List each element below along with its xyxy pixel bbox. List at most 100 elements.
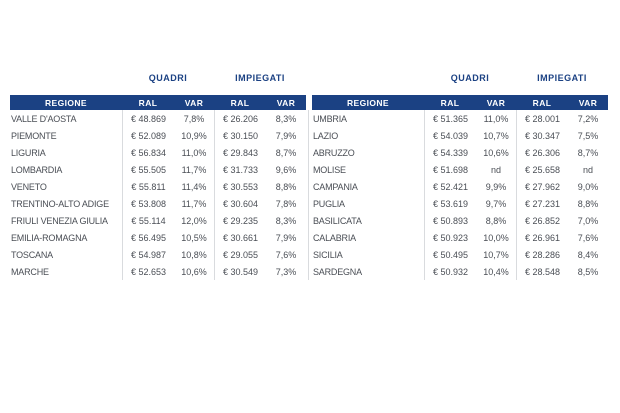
impiegati-ral-cell: € 29.235 [214,212,266,229]
quadri-var-cell: 7,8% [183,113,205,124]
quadri-var-cell: 10,5% [181,232,207,243]
regions-table-left: QUADRI IMPIEGATI REGIONE RAL VAR RAL VAR… [10,73,306,280]
table-row: UMBRIA € 51.365 11,0% € 28.001 7,2% [312,110,608,127]
table-body-left: VALLE D'AOSTA € 48.869 7,8% € 26.206 8,3% PIE… [10,110,306,280]
regione-column-header: REGIONE [346,97,389,108]
table-row: MOLISE € 51.698 nd € 25.658 nd [312,161,608,178]
impiegati-ral-cell: € 27.962 [516,178,568,195]
table-row: EMILIA-ROMAGNA € 56.495 10,5% € 30.661 7,9% [10,229,306,246]
quadri-var-cell: 12,0% [181,215,207,226]
quadri-ral-column-header: RAL [138,97,158,108]
impiegati-ral-cell: € 30.150 [214,127,266,144]
impiegati-ral-cell: € 30.549 [214,263,266,280]
regione-column-header: REGIONE [44,97,87,108]
impiegati-ral-cell: € 26.206 [214,110,266,127]
region-cell: SICILIA [313,249,343,260]
impiegati-var-cell: 8,8% [577,198,599,209]
quadri-var-cell: 10,4% [483,266,509,277]
region-cell: ABRUZZO [313,147,355,158]
quadri-var-cell: 10,7% [483,130,509,141]
quadri-var-cell: 10,0% [483,232,509,243]
table-row: LIGURIA € 56.834 11,0% € 29.843 8,7% [10,144,306,161]
table-row: SICILIA € 50.495 10,7% € 28.286 8,4% [312,246,608,263]
impiegati-var-cell: 8,7% [577,147,599,158]
impiegati-var-cell: 7,6% [577,232,599,243]
impiegati-var-cell: 7,0% [577,215,599,226]
quadri-ral-cell: € 56.834 [122,144,174,161]
impiegati-ral-column-header: RAL [532,97,552,108]
quadri-ral-cell: € 54.339 [424,144,476,161]
quadri-ral-cell: € 55.811 [122,178,174,195]
quadri-ral-cell: € 52.653 [122,263,174,280]
quadri-ral-column-header: RAL [440,97,460,108]
quadri-ral-cell: € 54.987 [122,246,174,263]
quadri-var-cell: 11,0% [483,113,509,124]
impiegati-var-cell: 9,0% [577,181,599,192]
region-cell: PUGLIA [313,198,345,209]
quadri-var-cell: 11,7% [181,198,207,209]
impiegati-var-cell: nd [582,164,593,175]
quadri-var-cell: 10,8% [181,249,207,260]
table-body-right: UMBRIA € 51.365 11,0% € 28.001 7,2% LAZIO € 54… [312,110,608,280]
quadri-ral-cell: € 55.505 [122,161,174,178]
impiegati-var-cell: 7,6% [275,249,297,260]
quadri-var-cell: 8,8% [485,215,507,226]
table-row: PUGLIA € 53.619 9,7% € 27.231 8,8% [312,195,608,212]
quadri-group-header: QUADRI [450,73,490,83]
impiegati-ral-cell: € 30.347 [516,127,568,144]
impiegati-var-cell: 8,7% [275,147,297,158]
table-row: MARCHE € 52.653 10,6% € 30.549 7,3% [10,263,306,280]
table-row: LAZIO € 54.039 10,7% € 30.347 7,5% [312,127,608,144]
quadri-var-cell: 9,7% [485,198,507,209]
region-cell: PIEMONTE [11,130,57,141]
region-cell: CAMPANIA [313,181,358,192]
table-row: VENETO € 55.811 11,4% € 30.553 8,8% [10,178,306,195]
quadri-var-cell: 10,6% [181,266,207,277]
impiegati-var-column-header: VAR [578,97,598,108]
region-cell: MARCHE [11,266,49,277]
quadri-var-cell: 11,4% [181,181,207,192]
region-cell: EMILIA-ROMAGNA [11,232,88,243]
impiegati-var-cell: 8,5% [577,266,599,277]
quadri-ral-cell: € 53.619 [424,195,476,212]
region-cell: VENETO [11,181,47,192]
region-cell: LAZIO [313,130,339,141]
impiegati-var-cell: 7,9% [275,130,297,141]
table-row: CALABRIA € 50.923 10,0% € 26.961 7,6% [312,229,608,246]
regional-salary-tables: QUADRI IMPIEGATI REGIONE RAL VAR RAL VAR… [10,73,608,280]
impiegati-var-cell: 7,5% [577,130,599,141]
impiegati-var-cell: 7,2% [577,113,599,124]
quadri-ral-cell: € 52.089 [122,127,174,144]
impiegati-group-header: IMPIEGATI [537,73,587,83]
region-cell: LIGURIA [11,147,46,158]
quadri-var-cell: 10,6% [483,147,509,158]
quadri-ral-cell: € 51.698 [424,161,476,178]
quadri-ral-cell: € 48.869 [122,110,174,127]
column-header-row: REGIONE RAL VAR RAL VAR [10,95,306,110]
quadri-var-cell: 10,9% [181,130,207,141]
quadri-group-header: QUADRI [148,73,188,83]
quadri-ral-cell: € 54.039 [424,127,476,144]
impiegati-ral-cell: € 28.001 [516,110,568,127]
quadri-var-cell: nd [490,164,501,175]
quadri-var-column-header: VAR [486,97,506,108]
impiegati-var-column-header: VAR [276,97,296,108]
impiegati-var-cell: 7,8% [275,198,297,209]
impiegati-group-header: IMPIEGATI [235,73,285,83]
impiegati-ral-cell: € 28.286 [516,246,568,263]
region-cell: LOMBARDIA [11,164,63,175]
impiegati-ral-cell: € 31.733 [214,161,266,178]
region-cell: FRIULI VENEZIA GIULIA [11,215,108,226]
quadri-ral-cell: € 56.495 [122,229,174,246]
region-cell: VALLE D'AOSTA [11,113,77,124]
table-row: CAMPANIA € 52.421 9,9% € 27.962 9,0% [312,178,608,195]
impiegati-var-cell: 8,8% [275,181,297,192]
quadri-var-cell: 11,7% [181,164,207,175]
impiegati-ral-cell: € 30.661 [214,229,266,246]
quadri-ral-cell: € 50.893 [424,212,476,229]
table-row: ABRUZZO € 54.339 10,6% € 26.306 8,7% [312,144,608,161]
impiegati-var-cell: 9,6% [275,164,297,175]
region-cell: TRENTINO-ALTO ADIGE [11,198,109,209]
impiegati-ral-cell: € 29.055 [214,246,266,263]
